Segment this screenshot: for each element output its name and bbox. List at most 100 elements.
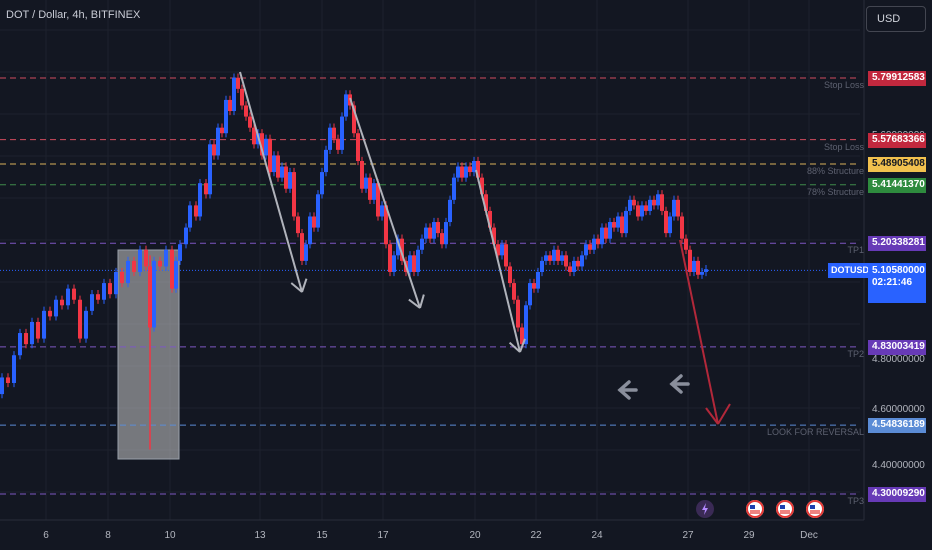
candle-body	[42, 310, 46, 339]
candle-body	[652, 199, 656, 206]
candle-body	[528, 283, 532, 306]
candle-body	[248, 116, 252, 128]
candle-body	[236, 77, 240, 89]
candle-body	[272, 155, 276, 173]
candle-body	[468, 166, 472, 173]
candle-body	[208, 144, 212, 195]
candle-body	[368, 177, 372, 200]
candle-body	[96, 294, 100, 300]
candle-body	[356, 133, 360, 161]
candle-body	[352, 105, 356, 134]
candle-body	[648, 199, 652, 211]
candle-body	[596, 238, 600, 245]
candle-body	[384, 205, 388, 245]
candle-body	[564, 255, 568, 267]
candle-body	[628, 199, 632, 211]
trend-arrow-head	[419, 294, 425, 309]
candle-body	[300, 233, 304, 261]
candle-body	[12, 355, 16, 383]
candle-body	[676, 199, 680, 217]
candle-body	[572, 260, 576, 272]
candle-body	[556, 249, 560, 261]
candle-body	[660, 194, 664, 211]
candle-body	[520, 327, 524, 345]
candle-body	[244, 105, 248, 117]
candle-body	[568, 266, 572, 272]
candle-body	[472, 160, 476, 173]
us-flag-event-icon[interactable]	[806, 500, 824, 518]
candle-body	[636, 205, 640, 217]
symbol-label: DOTUSD	[828, 263, 869, 278]
candle-body	[364, 177, 368, 189]
candle-body	[312, 216, 316, 228]
candle-body	[232, 77, 236, 112]
lightning-event-icon[interactable]	[696, 500, 714, 518]
candle-body	[504, 244, 508, 267]
candle-body	[376, 183, 380, 217]
candle-body	[508, 266, 512, 284]
candle-body	[212, 144, 216, 156]
candle-body	[448, 199, 452, 223]
x-tick-label: 8	[105, 530, 111, 541]
candle-body	[524, 305, 528, 345]
candle-body	[424, 227, 428, 239]
level-label: TP2	[847, 348, 864, 359]
candle-body	[0, 377, 4, 395]
candle-body	[672, 199, 676, 217]
candle-body	[178, 244, 182, 261]
candle-body	[372, 183, 376, 200]
candle-body	[188, 205, 192, 228]
candle-body	[680, 216, 684, 239]
candle-body	[114, 271, 118, 295]
candle-body	[412, 255, 416, 272]
candle-body	[600, 227, 604, 245]
level-price-badge: 5.41441370	[868, 177, 926, 193]
candle-body	[608, 222, 612, 239]
candle-body	[144, 249, 148, 267]
candle-body	[308, 216, 312, 245]
candle-body	[284, 166, 288, 189]
candle-body	[220, 127, 224, 134]
candle-body	[492, 227, 496, 245]
us-flag-event-icon[interactable]	[776, 500, 794, 518]
candle-body	[66, 288, 70, 306]
candle-body	[548, 255, 552, 261]
candle-body	[340, 116, 344, 150]
x-tick-label: 13	[254, 530, 266, 541]
currency-button[interactable]: USD	[866, 6, 926, 32]
candle-body	[268, 138, 272, 173]
candle-body	[78, 299, 82, 339]
candle-body	[516, 299, 520, 328]
candle-body	[380, 205, 384, 217]
level-price-badge: 5.79912583	[868, 70, 926, 86]
candle-body	[400, 238, 404, 261]
candle-body	[126, 260, 130, 284]
candle-body	[184, 227, 188, 245]
level-label: Stop Loss	[823, 79, 864, 90]
left-arrow-icon	[669, 374, 690, 394]
candle-body	[102, 283, 106, 300]
candle-body	[656, 194, 660, 206]
candle-body	[332, 127, 336, 139]
candle-body	[688, 249, 692, 272]
candle-body	[588, 244, 592, 250]
candle-body	[692, 260, 696, 272]
candle-body	[24, 333, 28, 345]
candle-body	[584, 244, 588, 256]
trend-arrow	[239, 71, 303, 293]
candle-body	[436, 222, 440, 234]
candle-body	[152, 260, 156, 328]
projection-arrow-head	[705, 407, 719, 425]
candle-body	[108, 283, 112, 295]
candle-body	[624, 210, 628, 234]
candle-body	[604, 227, 608, 239]
candle-body	[252, 127, 256, 145]
candle-body	[344, 94, 348, 117]
candle-body	[480, 177, 484, 195]
candle-body	[90, 294, 94, 311]
level-price-badge: 4.30009290	[868, 486, 926, 502]
candle-body	[664, 210, 668, 234]
us-flag-event-icon[interactable]	[746, 500, 764, 518]
current-price-value: 5.10580000	[872, 265, 925, 276]
